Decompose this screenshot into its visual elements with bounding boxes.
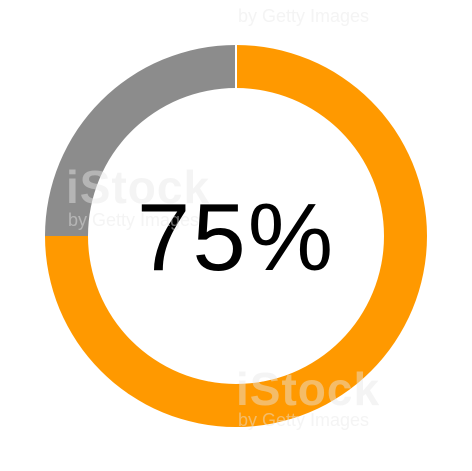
donut-slice-remaining: [45, 45, 236, 236]
center-percentage-label: 75%: [136, 184, 336, 291]
